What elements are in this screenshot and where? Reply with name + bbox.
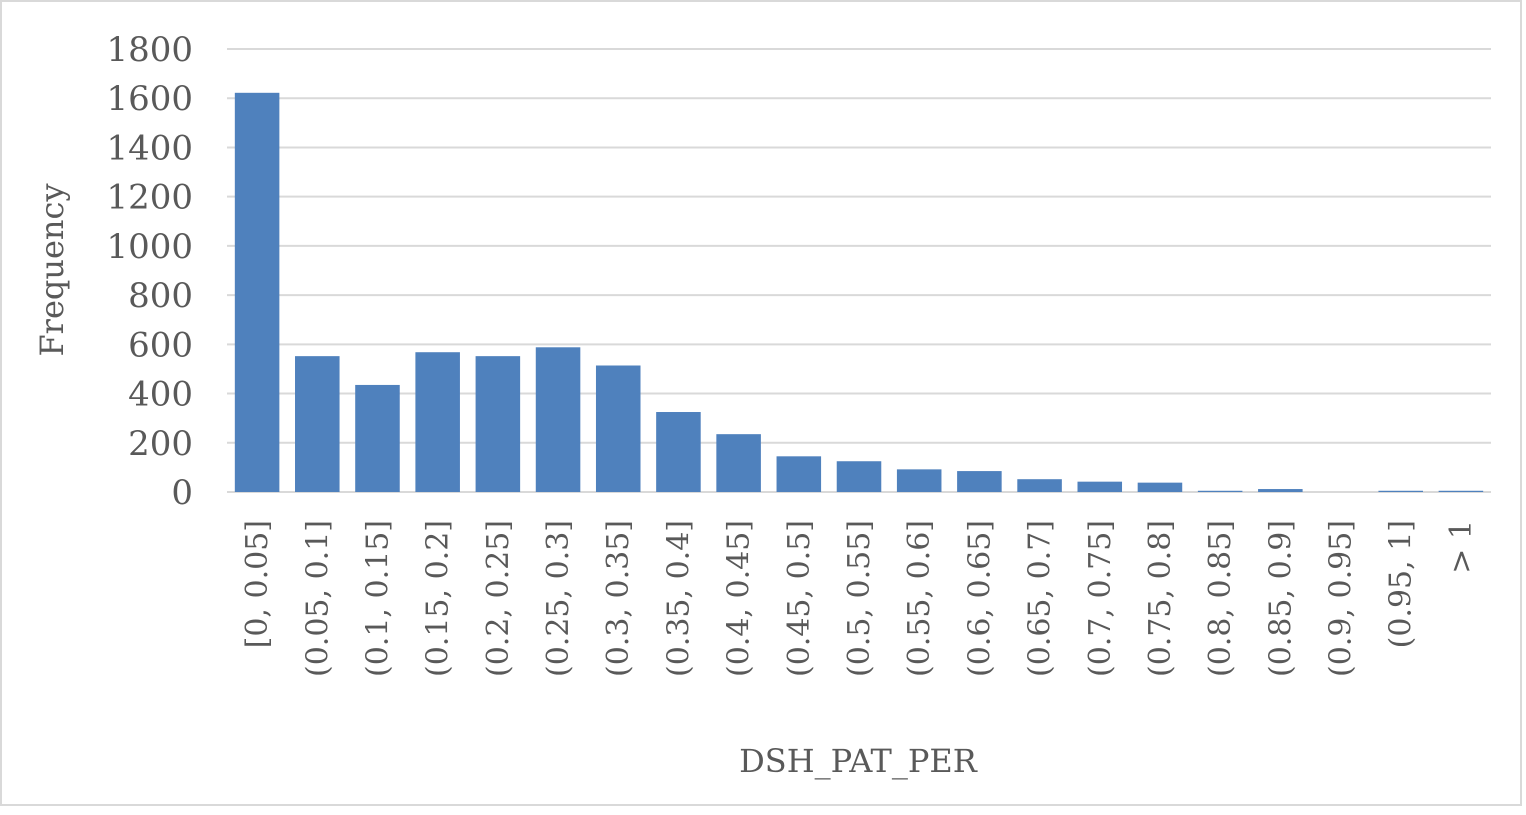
bar: [234, 92, 280, 493]
x-tick-label: > 1: [1444, 520, 1479, 574]
y-tick-labels: 0 200 400 600 800 1000 1200 1400 1600 1800: [106, 30, 193, 513]
bar: [1438, 490, 1484, 492]
x-tick-label: (0.75, 0.8]: [1143, 520, 1178, 677]
y-tick-label: 600: [128, 325, 193, 365]
bar: [957, 471, 1002, 492]
y-tick-label: 1600: [106, 79, 193, 119]
y-tick-label: 0: [171, 473, 193, 513]
x-tick-label: (0.15, 0.2]: [421, 520, 456, 677]
x-tick-label: (0.7, 0.75]: [1083, 520, 1118, 677]
x-tick-label: (0.05, 0.1]: [300, 520, 335, 677]
y-tick-label: 1200: [106, 178, 193, 218]
bar: [656, 412, 701, 492]
y-tick-label: 1800: [106, 30, 193, 70]
x-tick-label: [0, 0.05]: [240, 520, 275, 648]
y-tick-label: 800: [128, 276, 193, 316]
bar: [295, 356, 340, 492]
bar: [475, 356, 521, 492]
bar: [776, 456, 822, 492]
x-tick-label: (0.3, 0.35]: [601, 520, 636, 677]
bar: [535, 347, 581, 492]
bar: [1378, 490, 1423, 492]
bar: [836, 461, 882, 492]
x-tick-label: (0.85, 0.9]: [1263, 520, 1298, 677]
x-tick-label: (0.2, 0.25]: [481, 520, 516, 677]
y-axis-title: Frequency: [33, 183, 71, 356]
x-tick-label: (0.45, 0.5]: [782, 520, 817, 677]
bar: [1137, 482, 1183, 492]
x-tick-labels: [0, 0.05] (0.05, 0.1] (0.1, 0.15] (0.15, 0.…: [240, 520, 1479, 677]
x-tick-label: (0.8, 0.85]: [1203, 520, 1238, 677]
bar: [716, 434, 761, 492]
bar: [415, 352, 460, 492]
x-tick-label: (0.55, 0.6]: [902, 520, 937, 677]
bar: [355, 384, 400, 492]
x-tick-label: (0.95, 1]: [1384, 520, 1419, 648]
bar: [595, 365, 641, 492]
x-axis-title: DSH_PAT_PER: [739, 742, 978, 780]
bar: [896, 469, 942, 492]
x-tick-label: (0.5, 0.55]: [842, 520, 877, 677]
bar: [1077, 481, 1123, 492]
x-tick-label: (0.35, 0.4]: [661, 520, 696, 677]
x-tick-label: (0.25, 0.3]: [541, 520, 576, 677]
bars: [234, 92, 1484, 493]
bar: [1258, 489, 1303, 492]
x-tick-label: (0.4, 0.45]: [722, 520, 757, 677]
bar: [1197, 490, 1243, 492]
y-tick-label: 1000: [106, 227, 193, 267]
y-tick-label: 400: [128, 375, 193, 415]
y-tick-label: 200: [128, 424, 193, 464]
y-tick-label: 1400: [106, 128, 193, 168]
x-tick-label: (0.9, 0.95]: [1324, 520, 1359, 677]
x-tick-label: (0.1, 0.15]: [360, 520, 395, 677]
x-tick-label: (0.65, 0.7]: [1023, 520, 1058, 677]
bar: [1017, 479, 1062, 492]
x-tick-label: (0.6, 0.65]: [962, 520, 997, 677]
